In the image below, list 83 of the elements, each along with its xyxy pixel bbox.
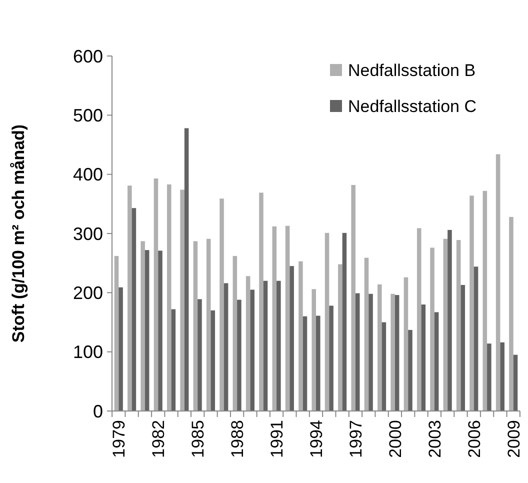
- x-tick-label: 1979: [110, 420, 129, 458]
- y-tick-label: 500: [72, 105, 103, 126]
- bar: [482, 190, 488, 411]
- x-tick-label: 1985: [188, 420, 208, 458]
- x-tick-label: 2003: [425, 420, 444, 458]
- bar: [224, 283, 228, 411]
- bar: [474, 266, 478, 411]
- x-tick-label: 1988: [228, 420, 248, 458]
- bar: [272, 226, 277, 411]
- y-tick-label: 400: [72, 164, 103, 185]
- x-tick-label: 1991: [267, 420, 286, 458]
- y-tick-label: 200: [72, 282, 103, 303]
- bar: [421, 304, 426, 411]
- bar: [496, 154, 500, 411]
- bar: [408, 330, 412, 411]
- bar: [448, 230, 452, 411]
- x-tick-label: 1982: [149, 420, 168, 458]
- bar: [237, 300, 242, 411]
- legend-label: Nedfallsstation B: [348, 60, 476, 80]
- bar: [232, 256, 238, 411]
- bar: [263, 280, 268, 411]
- bar: [276, 280, 281, 411]
- bar: [290, 266, 294, 411]
- legend-label: Nedfallsstation C: [348, 96, 477, 116]
- bar: [158, 250, 162, 411]
- bar: [250, 290, 254, 411]
- bar: [329, 306, 334, 411]
- bar: [220, 198, 224, 411]
- bar: [500, 342, 504, 411]
- x-tick-label: 1997: [346, 420, 366, 458]
- bar: [355, 293, 360, 411]
- x-tick-label: 2006: [464, 420, 484, 458]
- bar: [140, 241, 145, 411]
- x-tick-label: 2009: [504, 420, 524, 458]
- bar: [246, 276, 250, 411]
- bar: [434, 312, 439, 411]
- bar: [342, 232, 347, 411]
- bar: [351, 184, 356, 411]
- bar: [456, 240, 461, 411]
- bar: [368, 294, 373, 411]
- bar: [285, 226, 290, 411]
- bar: [206, 238, 211, 411]
- bar: [416, 228, 422, 411]
- bar: [180, 190, 184, 411]
- bar: [184, 128, 189, 411]
- y-axis-title: Stoft (g/100 m² och månad): [9, 124, 28, 343]
- bar: [430, 248, 434, 411]
- bar: [171, 309, 176, 411]
- bar: [302, 316, 308, 411]
- bar: [378, 284, 382, 411]
- bar: [513, 354, 518, 411]
- bar: [114, 256, 119, 411]
- bar: [487, 344, 492, 411]
- bar: [198, 299, 202, 411]
- bar: [144, 250, 150, 411]
- bar: [210, 310, 216, 411]
- bar: [382, 322, 386, 411]
- bar: [259, 192, 264, 411]
- y-tick-label: 600: [72, 46, 103, 66]
- bar: [390, 294, 395, 411]
- bar: [316, 316, 320, 411]
- bar: [298, 261, 303, 411]
- bar: [132, 208, 136, 411]
- bar: [312, 289, 316, 411]
- x-tick-label: 1994: [306, 420, 326, 458]
- x-tick-label: 2000: [386, 420, 405, 458]
- bar: [443, 238, 448, 411]
- y-tick-label: 0: [92, 401, 103, 422]
- bar: [128, 186, 132, 411]
- bar: [166, 184, 172, 411]
- bar: [509, 216, 514, 411]
- y-tick-label: 100: [72, 342, 103, 362]
- bar: [324, 232, 330, 411]
- bar: [193, 241, 198, 411]
- bar: [404, 277, 408, 411]
- y-tick-label: 300: [72, 224, 103, 244]
- bar: [154, 178, 158, 411]
- bar: [118, 287, 123, 411]
- bar: [338, 264, 342, 411]
- bar: [364, 258, 369, 411]
- bar: [470, 196, 474, 411]
- bar: [460, 284, 466, 411]
- bar: [394, 295, 400, 411]
